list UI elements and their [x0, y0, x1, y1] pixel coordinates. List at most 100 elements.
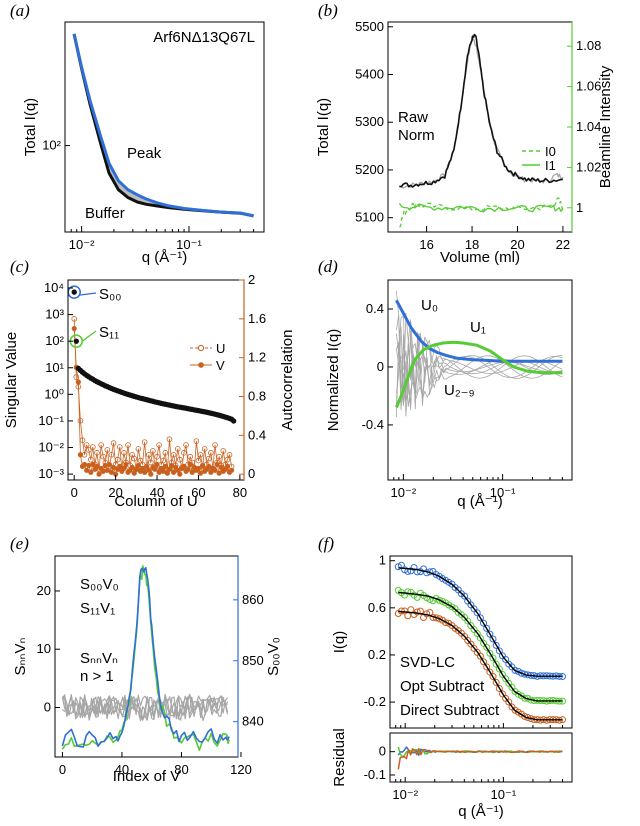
legend-s00v0: S₀₀V₀ — [80, 576, 119, 593]
y2-tick-label: 840 — [242, 714, 264, 729]
data-point-svd-lc — [489, 635, 497, 643]
x-tick-label: 120 — [230, 762, 252, 777]
autocorr-v-point — [144, 463, 150, 470]
autocorr-u-point — [160, 457, 167, 464]
x-tick-label: 20 — [108, 485, 122, 500]
autocorr-v-point — [160, 468, 166, 474]
x-tick-label: 10⁻² — [392, 787, 418, 802]
autocorr-u-point — [166, 436, 173, 443]
plot-frame — [64, 21, 265, 233]
autocorr-v-point — [181, 463, 187, 470]
x-axis-label-a: q (Å⁻¹) — [142, 249, 187, 266]
data-point-opt-subtract — [473, 629, 481, 637]
autocorr-v-point — [146, 467, 152, 473]
autocorr-v-point — [94, 463, 100, 470]
residual-direct-subtract — [397, 747, 563, 770]
autocorr-u-point — [177, 456, 183, 463]
legend-n-gt-1: n > 1 — [80, 668, 114, 685]
autocorr-v-point — [148, 471, 154, 477]
autocorr-u-point — [224, 456, 231, 463]
y-axis-label-c: Singular Value — [3, 332, 20, 428]
autocorr-v-point — [106, 461, 113, 468]
y2-tick-label: 1.6 — [248, 311, 266, 326]
y-axis-label-a: Total I(q) — [22, 98, 39, 156]
autocorr-v-point — [224, 463, 231, 470]
y2-tick-label: 1.2 — [248, 350, 266, 365]
legend-svd-lc: SVD-LC — [400, 654, 455, 671]
y-tick-label: -0.4 — [362, 417, 384, 432]
buffer-curve — [72, 33, 254, 218]
y-tick-label: 0 — [377, 359, 384, 374]
data-point-opt-subtract — [489, 654, 497, 662]
autocorr-v-point — [171, 469, 177, 475]
autocorr-u-point — [226, 451, 233, 458]
legend-s11v1: S₁₁V₁ — [80, 600, 115, 617]
autocorr-v-point — [71, 325, 77, 332]
autocorr-v-point — [216, 470, 222, 476]
u-higher-curve — [396, 334, 563, 411]
autocorr-u-point — [201, 446, 208, 452]
data-point-svd-lc — [511, 666, 519, 674]
y-axis-label-f: I(q) — [331, 631, 348, 654]
panel-label-f: (f) — [318, 534, 334, 553]
autocorr-u-point — [83, 442, 90, 448]
x-tick-label: 10⁻¹ — [176, 237, 202, 252]
x-tick-label: 18 — [465, 237, 479, 252]
plot-frame — [387, 279, 573, 481]
autocorr-u-point — [156, 442, 162, 448]
data-point-direct-subtract — [489, 673, 497, 681]
autocorr-v-point — [195, 465, 202, 471]
y-tick-label: 0 — [44, 699, 51, 714]
s11-point — [73, 338, 79, 344]
x-tick-label: 10⁻² — [391, 485, 417, 500]
autocorr-u-point — [206, 455, 212, 462]
y-tick-label: 10⁻³ — [38, 466, 64, 481]
autocorr-v-point — [206, 463, 212, 470]
x-tick-label: 40 — [115, 762, 129, 777]
autocorr-u-point — [181, 450, 187, 456]
label-u0: U₀ — [421, 297, 438, 314]
y2-tick-label: 850 — [242, 653, 264, 668]
autocorr-u-point — [187, 453, 193, 460]
autocorr-u-point — [150, 448, 156, 454]
autocorr-u-point — [125, 442, 131, 448]
autocorr-v-point — [212, 467, 218, 473]
data-point-direct-subtract — [495, 684, 503, 692]
data-point-direct-subtract — [420, 613, 428, 621]
data-point-svd-lc — [517, 669, 525, 677]
y2-axis-label-e: S₀₀V₀ — [265, 637, 282, 676]
data-point-opt-subtract — [438, 598, 446, 606]
autocorr-v-point — [189, 469, 195, 475]
autocorr-u-point — [216, 453, 222, 460]
s00-point — [71, 289, 77, 295]
data-point-opt-subtract — [464, 617, 472, 625]
legend-opt-subtract: Opt Subtract — [400, 678, 485, 695]
autocorr-v-point — [166, 466, 173, 472]
autocorr-v-point — [96, 471, 102, 477]
y-tick-label: 0.6 — [368, 600, 386, 615]
autocorr-u-point — [170, 451, 177, 458]
y-tick-label: 10² — [42, 138, 61, 153]
y-tick-label: -0.1 — [364, 767, 386, 782]
y-tick-label: 5400 — [355, 67, 384, 82]
plot-frame — [389, 732, 573, 783]
y2-tick-label: 1.08 — [576, 38, 601, 53]
y-tick-label: 20 — [37, 583, 51, 598]
autocorr-v-point — [142, 469, 148, 475]
data-point-direct-subtract — [492, 678, 500, 686]
annotation-s00: S₀₀ — [99, 286, 121, 303]
x-tick-label: 0 — [71, 485, 78, 500]
data-point-direct-subtract — [480, 658, 488, 666]
autocorr-v-point — [187, 461, 193, 468]
autocorr-v-point — [162, 463, 168, 470]
data-point-direct-subtract — [413, 608, 421, 616]
x-tick-label: 10⁻¹ — [490, 485, 516, 500]
data-point-svd-lc — [502, 656, 510, 664]
y-tick-label: 0 — [379, 744, 386, 759]
series-s00v0 — [61, 567, 230, 748]
annotation-s11: S₁₁ — [99, 324, 119, 341]
x-axis-label-d: q (Å⁻¹) — [457, 493, 502, 510]
x-axis-label-b: Volume (ml) — [440, 249, 520, 266]
